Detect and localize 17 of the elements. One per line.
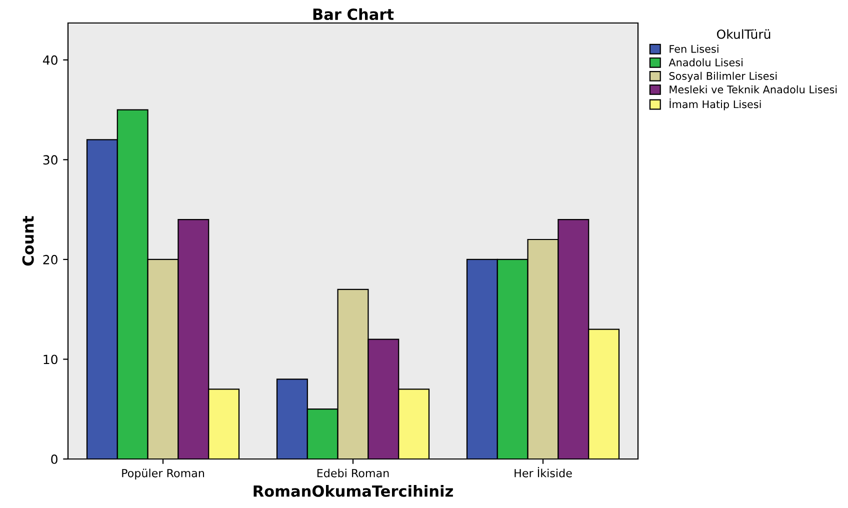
legend-label: Fen Lisesi <box>670 44 718 53</box>
y-tick-label: 0 <box>51 454 58 464</box>
legend-label: Anadolu Lisesi <box>668 58 742 66</box>
x-tick-label: Popüler Roman <box>122 468 204 480</box>
legend-label: Sosyal Bilimler Lisesi <box>669 72 777 82</box>
chart-title: Bar Chart <box>313 8 394 20</box>
x-tick-label: Her İkiside <box>514 467 572 478</box>
x-axis-title: RomanOkumaTercihiniz <box>254 485 453 497</box>
y-axis-title: Count <box>22 216 34 266</box>
y-tick-label: 10 <box>44 354 58 364</box>
y-tick-label: 20 <box>43 254 58 264</box>
x-tick-label: Edebi Roman <box>317 468 389 478</box>
legend-label: İmam Hatip Lisesi <box>670 98 761 110</box>
legend-title: OkulTürü <box>716 29 770 39</box>
y-tick-label: 30 <box>43 155 58 165</box>
y-tick-label: 40 <box>42 55 58 65</box>
legend-label: Mesleki ve Teknik Anadolu Lisesi <box>670 85 837 94</box>
